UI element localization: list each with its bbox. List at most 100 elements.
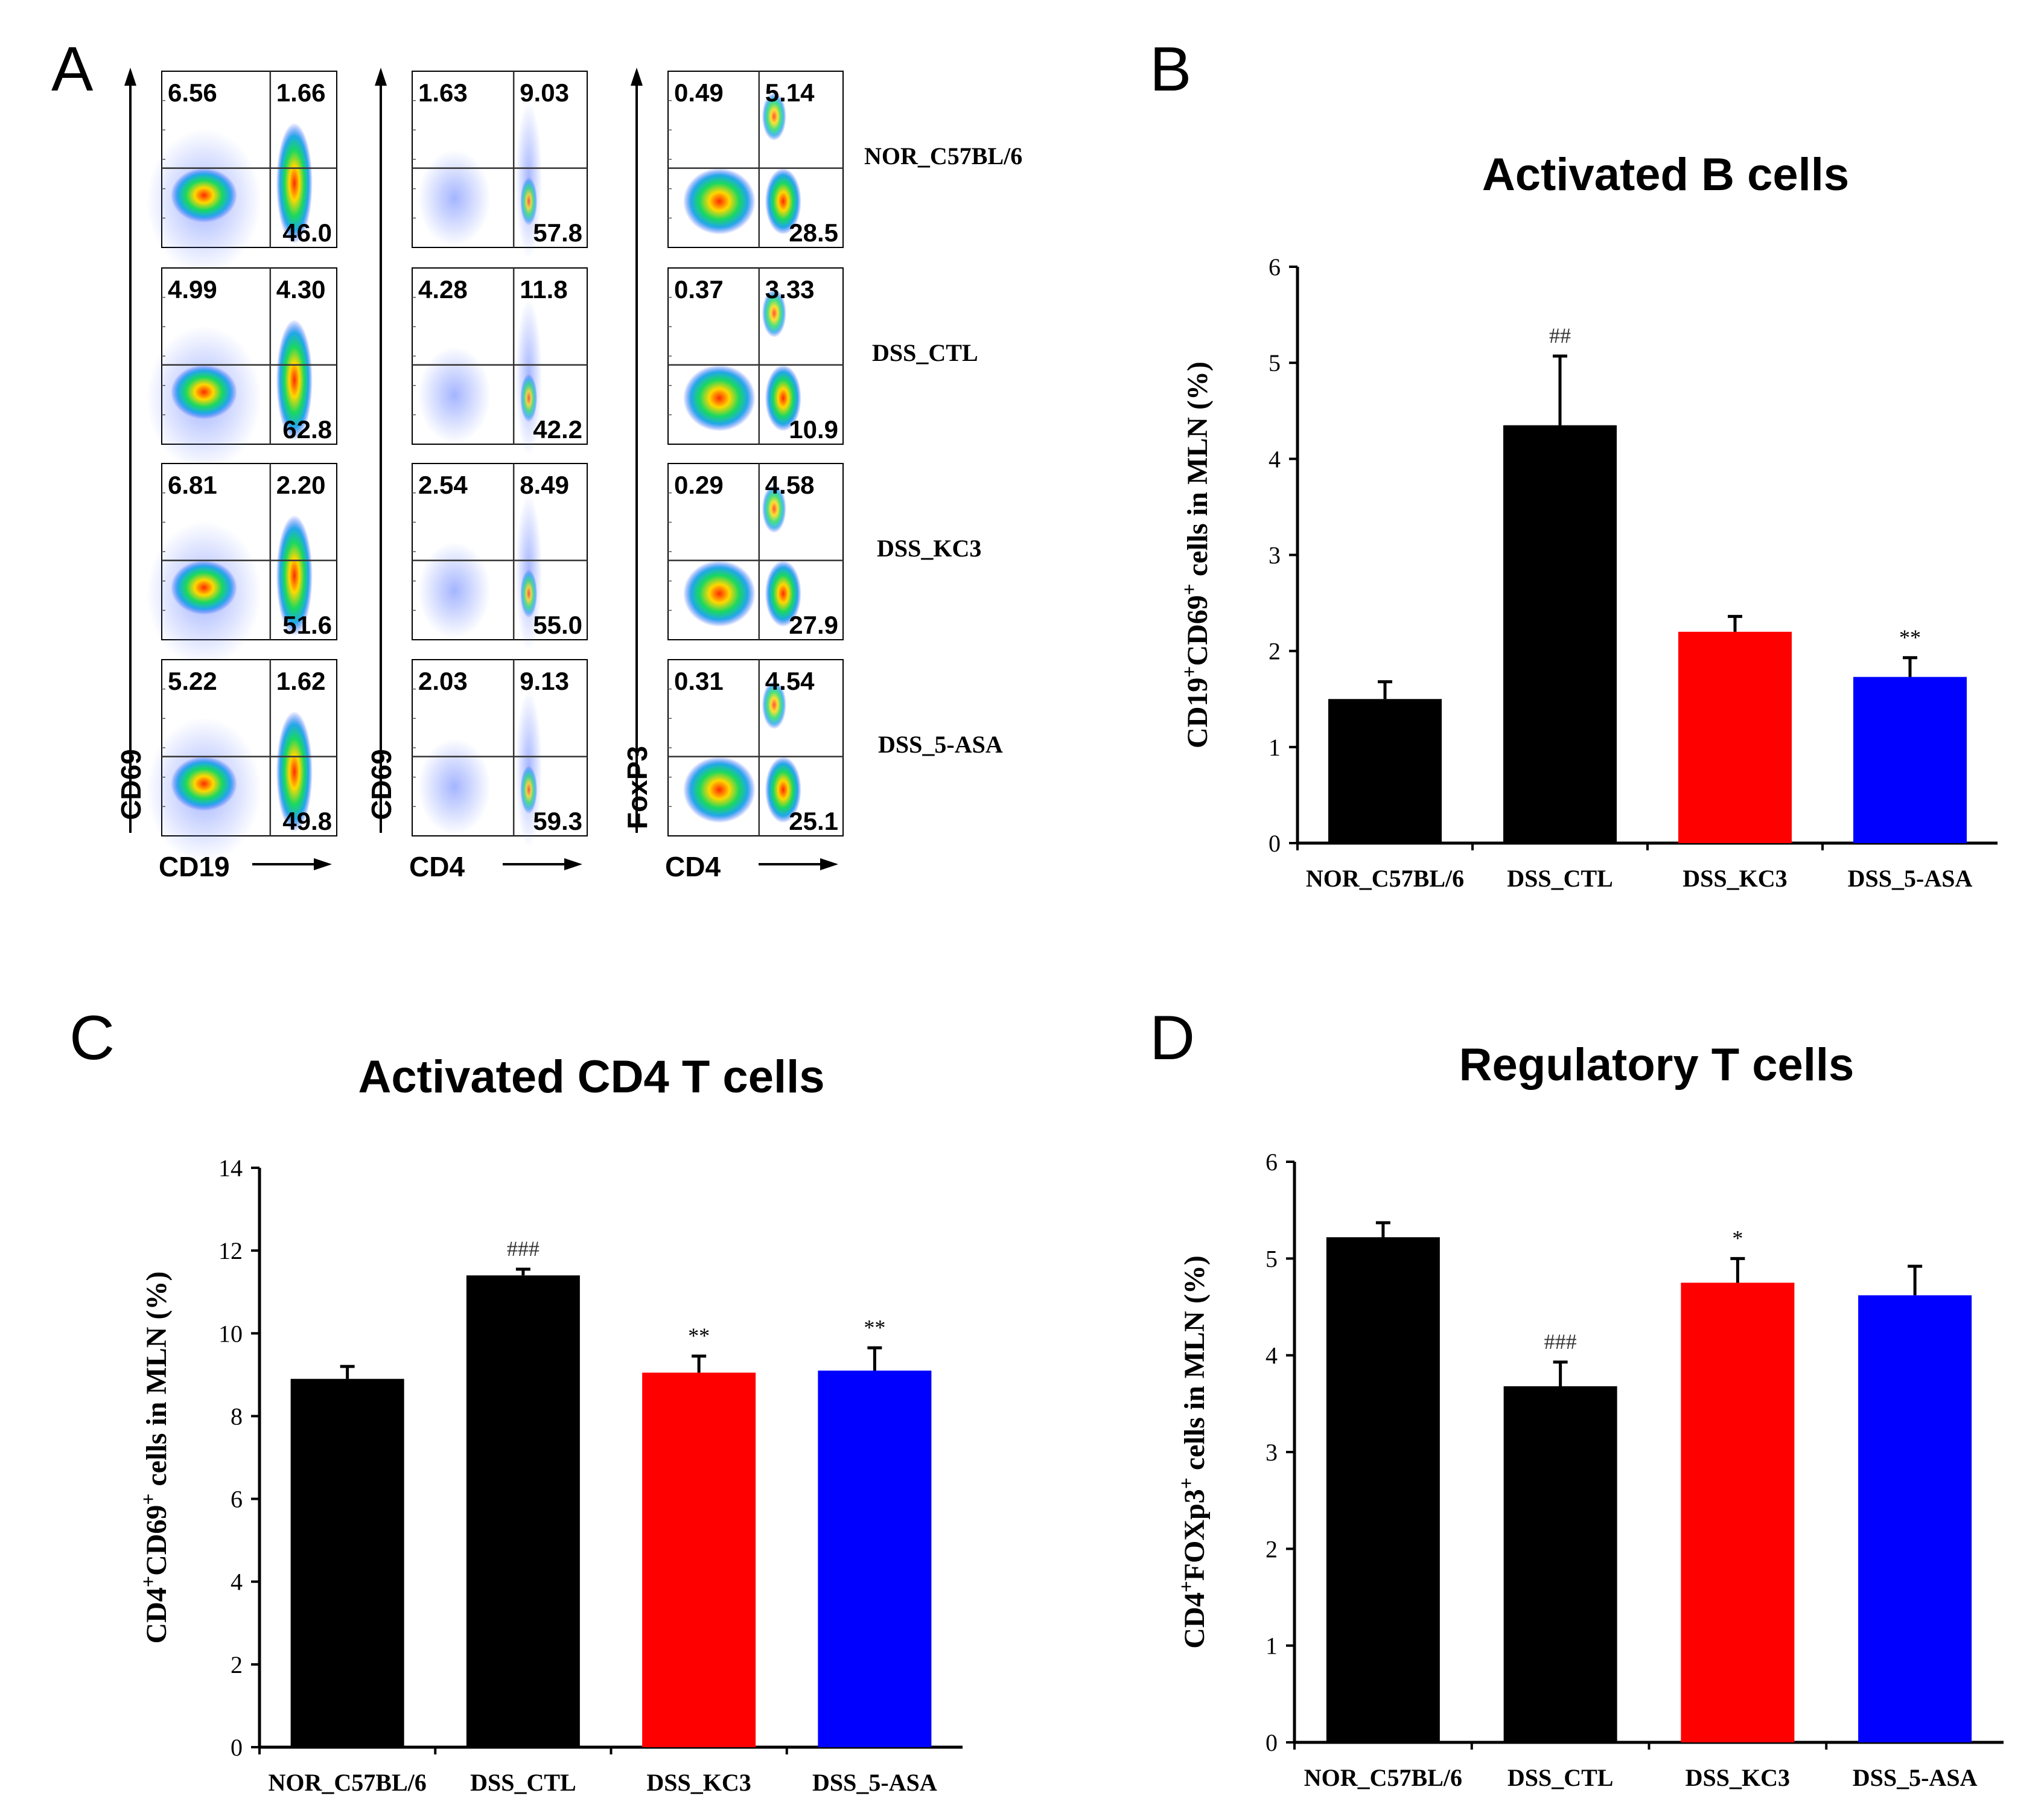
quadrant-value-lower-right: 10.9 xyxy=(789,415,838,444)
bar xyxy=(1503,425,1617,843)
quadrant-value-lower-right: 28.5 xyxy=(789,218,838,247)
quadrant-value-upper-left: 0.37 xyxy=(674,275,724,304)
quadrant-value-lower-right: 59.3 xyxy=(533,807,582,835)
population-cd4-positive xyxy=(520,374,538,422)
y-axis-label: CD19+CD69+ cells in MLN (%) xyxy=(1179,362,1214,748)
quadrant-value-upper-left: 2.03 xyxy=(418,667,468,695)
arrowhead-right-icon xyxy=(564,858,582,870)
quadrant-value-upper-right: 1.62 xyxy=(276,667,326,695)
quadrant-value-upper-left: 0.49 xyxy=(674,78,724,107)
flow-plot: 0.29 4.58 27.9 xyxy=(667,463,844,640)
population-cd4-negative xyxy=(418,346,491,444)
flow-plot: 5.22 1.62 49.8 xyxy=(147,659,337,862)
flow-y-axis-label: CD69 xyxy=(366,749,397,820)
population-cd19-positive xyxy=(276,515,313,636)
population-cd4-foxp3-positive xyxy=(762,485,786,533)
y-tick-label: 4 xyxy=(231,1569,243,1596)
flow-plot: 0.37 3.33 10.9 xyxy=(667,267,844,445)
quadrant-value-upper-left: 0.29 xyxy=(674,471,724,499)
quadrant-value-upper-right: 1.66 xyxy=(276,78,326,107)
population-cd4-positive xyxy=(520,177,538,226)
quadrant-value-upper-right: 8.49 xyxy=(520,471,569,499)
x-tick-label: DSS_KC3 xyxy=(1686,1764,1790,1791)
population-cd4-positive xyxy=(520,765,538,814)
y-tick-label: 5 xyxy=(1269,349,1281,377)
quadrant-value-upper-left: 6.56 xyxy=(168,78,217,107)
population-cd4-foxp3-negative xyxy=(765,756,801,823)
y-tick-label: 14 xyxy=(218,1155,243,1182)
population-cd19-negative xyxy=(171,168,237,223)
flow-plot: 0.49 5.14 28.5 xyxy=(667,71,844,248)
quadrant-value-lower-right: 55.0 xyxy=(533,611,582,639)
x-tick-label: DSS_5-ASA xyxy=(1848,865,1973,892)
quadrant-value-upper-left: 4.99 xyxy=(168,275,217,304)
population-cd19-negative xyxy=(171,756,237,811)
population-cd4-foxp3-negative xyxy=(765,560,801,627)
quadrant-value-upper-left: 2.54 xyxy=(418,471,468,499)
population-cd4-foxp3-negative xyxy=(765,365,801,432)
flow-plot: 4.28 11.8 42.2 xyxy=(412,267,588,456)
flow-plot: 6.56 1.66 46.0 xyxy=(147,71,337,274)
quadrant-value-upper-right: 2.20 xyxy=(276,471,326,499)
quadrant-value-upper-right: 4.58 xyxy=(765,471,815,499)
significance-marker: * xyxy=(1732,1226,1743,1250)
y-axis-label: CD4+FOXp3+ cells in MLN (%) xyxy=(1176,1255,1211,1649)
bar xyxy=(642,1372,756,1747)
y-tick-label: 4 xyxy=(1266,1342,1278,1369)
flow-x-axis-label: CD4 xyxy=(409,851,465,882)
bar xyxy=(1681,1282,1795,1742)
chart-title: Regulatory T cells xyxy=(1459,1039,1855,1091)
chart-title: Activated B cells xyxy=(1482,149,1849,200)
population-cd19-positive xyxy=(276,123,313,244)
quadrant-value-upper-left: 1.63 xyxy=(418,78,468,107)
chart-title: Activated CD4 T cells xyxy=(358,1051,825,1103)
y-tick-label: 3 xyxy=(1269,542,1281,569)
flow-plot: 2.03 9.13 59.3 xyxy=(412,659,588,847)
quadrant-value-upper-right: 5.14 xyxy=(765,78,815,107)
population-cd4-foxp3-negative xyxy=(765,168,801,235)
population-cd19-positive xyxy=(276,319,313,441)
quadrant-value-upper-left: 4.28 xyxy=(418,275,468,304)
flow-x-axis-label: CD4 xyxy=(665,851,721,882)
significance-marker: ** xyxy=(864,1315,885,1339)
bar-chart-activated-b-cells: Activated B cells 0 1 2 3 4 5 6 CD19+CD69+ cells… xyxy=(1179,149,1998,892)
y-tick-label: 1 xyxy=(1266,1633,1278,1660)
flow-plot: 4.99 4.30 62.8 xyxy=(147,267,337,471)
quadrant-value-upper-right: 9.13 xyxy=(520,667,569,695)
population-cd4-negative xyxy=(683,168,756,235)
arrowhead-right-icon xyxy=(820,858,838,870)
quadrant-value-lower-right: 51.6 xyxy=(282,611,332,639)
bar-chart-regulatory-t-cells: Regulatory T cells 0 1 2 3 4 5 6 CD4+FOXp3+ cell… xyxy=(1176,1039,2004,1791)
y-tick-label: 1 xyxy=(1269,734,1281,761)
x-tick-label: NOR_C57BL/6 xyxy=(1304,1764,1462,1791)
flow-y-axis-label: FoxP3 xyxy=(622,746,653,829)
quadrant-value-upper-right: 4.30 xyxy=(276,275,326,304)
population-cd4-negative xyxy=(418,738,491,835)
quadrant-value-upper-right: 9.03 xyxy=(520,78,569,107)
y-tick-label: 5 xyxy=(1266,1245,1278,1272)
bar xyxy=(466,1275,580,1747)
panel-label-c: C xyxy=(69,1003,115,1073)
x-tick-label: DSS_5-ASA xyxy=(812,1769,937,1796)
y-tick-label: 0 xyxy=(1266,1729,1278,1756)
quadrant-value-lower-right: 57.8 xyxy=(533,218,582,247)
y-tick-label: 6 xyxy=(231,1486,243,1513)
group-label: DSS_KC3 xyxy=(877,535,981,562)
flow-plot: 2.54 8.49 55.0 xyxy=(412,463,588,651)
bar xyxy=(290,1378,404,1747)
bar xyxy=(1328,699,1442,843)
population-cd19-positive xyxy=(276,711,313,832)
bar xyxy=(1503,1386,1617,1742)
y-tick-label: 2 xyxy=(1266,1535,1278,1563)
x-tick-label: NOR_C57BL/6 xyxy=(1306,865,1464,892)
quadrant-value-upper-left: 0.31 xyxy=(674,667,724,695)
quadrant-value-lower-right: 42.2 xyxy=(533,415,582,444)
panel-label-d: D xyxy=(1150,1003,1195,1073)
y-tick-label: 10 xyxy=(218,1320,243,1347)
quadrant-value-upper-left: 5.22 xyxy=(168,667,217,695)
y-tick-label: 6 xyxy=(1266,1148,1278,1176)
bar xyxy=(1326,1237,1440,1742)
quadrant-value-lower-right: 27.9 xyxy=(789,611,838,639)
population-cd4-negative xyxy=(418,542,491,639)
